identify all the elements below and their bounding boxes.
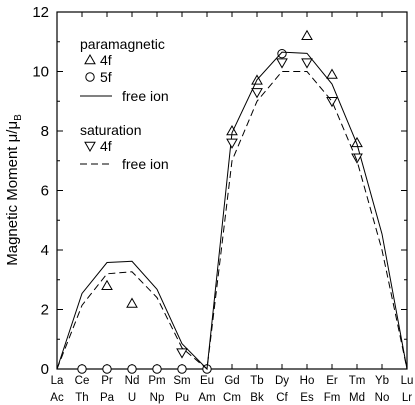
x-tick-label-bottom-row: Cm: [223, 392, 241, 404]
series-layer: [56, 29, 408, 374]
y-tick-label: 8: [41, 123, 49, 140]
x-tick-label-top-row: Nd: [125, 375, 140, 387]
legend-marker-circle: [85, 72, 95, 82]
y-tick-label: 12: [32, 4, 49, 21]
x-tick-label-bottom-row: Th: [75, 392, 88, 404]
x-tick-label-top-row: Dy: [275, 375, 289, 387]
legend-paramagnetic-title: paramagnetic: [80, 36, 165, 52]
series-paramagnetic-5f: [77, 48, 287, 374]
data-point-saturation-4f: [326, 97, 338, 108]
x-tick-label-top-row: Gd: [224, 375, 239, 387]
x-tick-label-top-row: Er: [326, 375, 338, 387]
series-saturation-free-ion: [56, 71, 408, 370]
data-point-paramagnetic-4f: [101, 279, 113, 290]
legend-marker-triangle-up: [84, 53, 96, 65]
x-tick-label-top-row: Ce: [75, 375, 90, 387]
x-tick-label-bottom-row: Lr: [402, 392, 412, 404]
x-tick-label-bottom-row: Np: [150, 392, 165, 404]
y-tick-label: 4: [41, 242, 49, 259]
data-point-saturation-4f: [251, 88, 263, 99]
x-tick-label-bottom-row: No: [375, 392, 390, 404]
legend-marker-triangle-down: [84, 141, 96, 153]
y-tick-label: 0: [41, 361, 49, 378]
x-tick-label-top-row: Ho: [300, 375, 315, 387]
data-point-paramagnetic-5f: [152, 364, 162, 374]
x-tick-label-bottom-row: U: [128, 392, 136, 404]
x-tick-label-bottom-row: Am: [198, 392, 215, 404]
data-point-saturation-4f: [276, 58, 288, 69]
x-tick-label-bottom-row: Es: [300, 392, 314, 404]
legend-saturation-title: saturation: [80, 122, 141, 138]
y-axis: 0 2 4 6 8 10 12: [32, 4, 407, 378]
x-tick-label-bottom-row: Pu: [175, 392, 189, 404]
x-tick-label-top-row: Tb: [250, 375, 263, 387]
data-point-paramagnetic-4f: [326, 68, 338, 79]
x-tick-label-top-row: Yb: [375, 375, 389, 387]
legend-label-paramagnetic-5f: 5f: [100, 69, 112, 85]
data-point-paramagnetic-4f: [126, 297, 138, 308]
x-tick-label-top-row: Tm: [349, 375, 366, 387]
data-point-paramagnetic-4f: [301, 29, 313, 41]
x-tick-label-bottom-row: Fm: [324, 392, 341, 404]
series-paramagnetic-4f: [101, 29, 363, 308]
y-axis-label: Magnetic Moment μ/μB: [4, 114, 24, 266]
x-tick-label-top-row: Lu: [401, 375, 414, 387]
data-point-saturation-4f: [226, 138, 238, 149]
data-point-paramagnetic-5f: [277, 48, 287, 59]
data-point-saturation-4f: [301, 58, 313, 69]
data-point-saturation-4f: [351, 153, 363, 164]
legend-label-saturation-4f: 4f: [100, 138, 112, 154]
series-paramagnetic-free-ion: [56, 51, 408, 371]
x-tick-label-bottom-row: Pa: [100, 392, 115, 404]
series-line-paramagnetic-free-ion: [56, 51, 408, 371]
x-tick-label-top-row: Eu: [200, 375, 214, 387]
legend-label-paramagnetic-free-ion: free ion: [122, 88, 169, 104]
data-point-saturation-4f: [176, 348, 188, 359]
data-point-paramagnetic-5f: [177, 364, 187, 374]
y-tick-label: 10: [32, 64, 49, 81]
x-tick-label-bottom-row: Cf: [276, 392, 288, 404]
x-tick-label-top-row: La: [51, 375, 64, 387]
x-tick-label-bottom-row: Md: [349, 392, 365, 404]
legend-label-saturation-free-ion: free ion: [122, 156, 169, 172]
x-tick-label-top-row: Pm: [148, 375, 165, 387]
data-point-paramagnetic-5f: [77, 364, 87, 374]
series-line-saturation-free-ion: [56, 71, 408, 370]
x-tick-label-top-row: Pr: [101, 375, 113, 387]
data-point-paramagnetic-5f: [127, 364, 137, 374]
y-tick-label: 2: [41, 302, 49, 319]
x-tick-label-bottom-row: Bk: [250, 392, 264, 404]
data-point-paramagnetic-4f: [351, 136, 363, 148]
legend-label-paramagnetic-4f: 4f: [100, 52, 112, 68]
x-tick-label-bottom-row: Ac: [50, 392, 64, 404]
series-saturation-4f: [176, 58, 363, 359]
x-tick-label-top-row: Sm: [173, 375, 190, 387]
x-axis: La Ac Ce Th Pr Pa Nd U Pm Np Sm Pu Eu Am Gd Cm Tb Bk Dy Cf H…: [50, 12, 413, 404]
y-tick-label: 6: [41, 183, 49, 200]
data-point-paramagnetic-5f: [102, 364, 112, 374]
